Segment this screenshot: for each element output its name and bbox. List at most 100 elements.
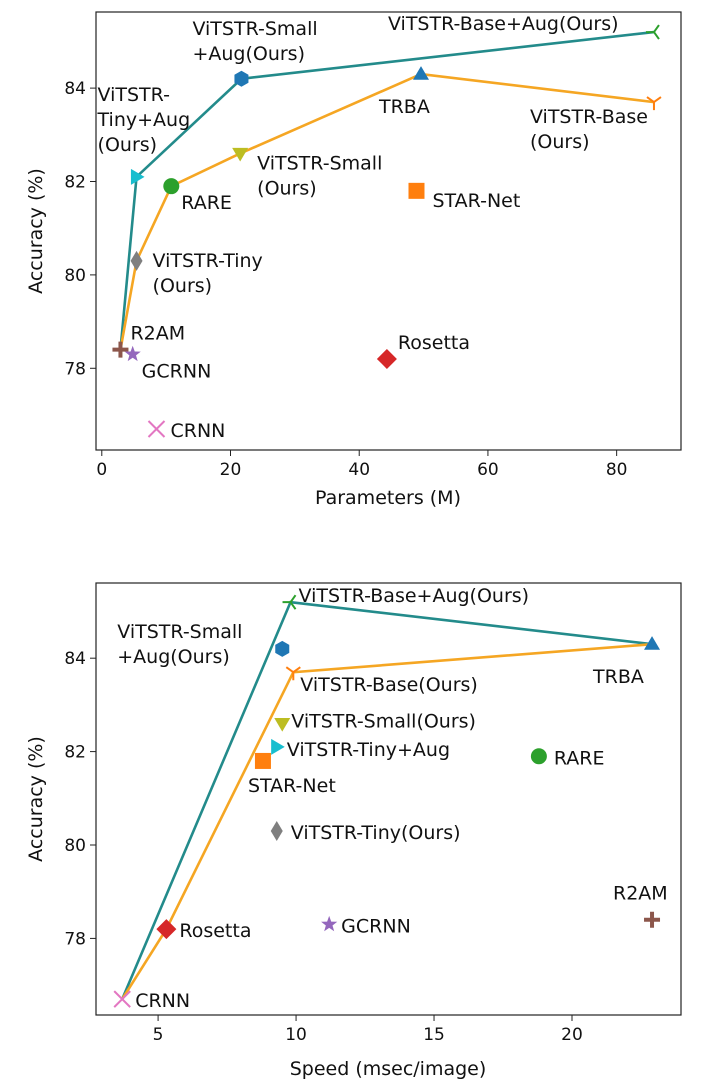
label-line: ViTSTR-Tiny(Ours) [291,822,461,844]
point-rare [163,178,180,195]
label-line: ViTSTR-Small [257,152,382,174]
label-line: (Ours) [257,177,317,199]
point-vitstr-small-aug [234,70,249,87]
x-tick-label: 60 [477,460,499,480]
label-line: ViTSTR-Tiny [153,250,263,272]
point-vitstr-base-aug [645,24,660,40]
point-r2am [644,911,661,928]
label-line: ViTSTR- [98,84,170,106]
label-vitstr-small: ViTSTR-Small(Ours) [291,711,476,733]
point-vitstr-base [285,666,301,681]
point-star-net [408,182,425,199]
pareto-line-1 [119,72,655,350]
y-tick-label: 82 [64,173,86,193]
label-line: ViTSTR-Base(Ours) [300,674,478,696]
y-tick-label: 84 [64,649,86,669]
point-gcrnn [321,915,338,932]
label-line: RARE [554,747,605,769]
label-line: R2AM [130,323,185,345]
label-line: ViTSTR-Base+Aug(Ours) [299,585,530,607]
label-rare: RARE [554,747,605,769]
point-r2am [112,341,129,358]
x-tick-label: 20 [561,1025,583,1045]
label-star-net: STAR-Net [432,190,520,212]
label-rare: RARE [181,192,232,214]
label-line: Rosetta [398,332,470,354]
x-tick-label: 40 [348,460,370,480]
point-crnn [113,990,131,1008]
point-trba [413,66,429,80]
label-gcrnn: GCRNN [341,915,411,937]
label-vitstr-small: ViTSTR-Small (Ours) [257,152,382,199]
label-line: +Aug(Ours) [192,43,305,65]
point-vitstr-small-aug [275,640,290,657]
x-tick-label: 5 [153,1025,164,1045]
label-rosetta: Rosetta [398,332,470,354]
label-line: (Ours) [98,134,158,156]
label-line: ViTSTR-Small [192,18,317,40]
point-rosetta [376,348,397,369]
label-trba: TRBA [592,666,644,688]
label-line: (Ours) [530,131,590,153]
x-tick-label: 20 [220,460,242,480]
label-r2am: R2AM [613,883,668,905]
x-tick-label: 15 [423,1025,445,1045]
plot-frame [95,11,682,451]
point-crnn [147,420,166,438]
label-trba: TRBA [378,96,430,118]
point-rare [530,748,547,765]
y-tick-label: 78 [64,359,86,379]
point-vitstr-small [232,147,249,162]
label-line: R2AM [613,883,668,905]
x-tick-label: 10 [285,1025,307,1045]
label-rosetta: Rosetta [179,920,251,942]
label-line: CRNN [170,420,225,442]
pareto-line-0 [119,30,655,350]
label-line: GCRNN [142,360,212,382]
point-trba [644,636,661,650]
label-line: GCRNN [341,915,411,937]
label-vitstr-tiny-aug: ViTSTR-Tiny+Aug [287,739,450,761]
y-tick-label: 78 [64,929,86,949]
label-line: (Ours) [153,275,213,297]
y-tick-label: 80 [64,836,86,856]
label-line: ViTSTR-Small(Ours) [291,711,476,733]
point-vitstr-tiny [270,820,283,841]
label-crnn: CRNN [135,990,190,1012]
point-vitstr-base-aug [282,594,297,610]
label-vitstr-small-aug: ViTSTR-Small +Aug(Ours) [117,621,242,668]
plot-frame [95,582,682,1016]
label-vitstr-tiny-aug: ViTSTR- Tiny+Aug (Ours) [97,84,191,156]
label-line: STAR-Net [432,190,520,212]
label-star-net: STAR-Net [248,775,336,797]
label-r2am: R2AM [130,323,185,345]
label-crnn: CRNN [170,420,225,442]
label-line: ViTSTR-Small [117,621,242,643]
label-line: +Aug(Ours) [117,646,230,668]
label-line: CRNN [135,990,190,1012]
point-gcrnn [124,345,141,362]
label-vitstr-base-aug: ViTSTR-Base+Aug(Ours) [388,13,619,35]
label-line: ViTSTR-Base [530,106,648,128]
y-tick-label: 84 [64,79,86,99]
label-gcrnn: GCRNN [142,360,212,382]
point-vitstr-base [646,96,662,111]
label-line: Rosetta [179,920,251,942]
point-vitstr-tiny-aug [271,738,285,755]
y-axis-label: Accuracy (%) [25,736,47,862]
label-vitstr-tiny: ViTSTR-Tiny(Ours) [291,822,461,844]
label-vitstr-base-aug: ViTSTR-Base+Aug(Ours) [299,585,530,607]
point-vitstr-tiny [130,250,143,271]
y-tick-label: 80 [64,266,86,286]
speed-vs-accuracy-plot: Speed (msec/image) Accuracy (%) 5 10 15 20 7… [25,582,682,1080]
point-rosetta [156,919,177,940]
x-axis-label: Parameters (M) [315,487,461,509]
label-vitstr-small-aug: ViTSTR-Small +Aug(Ours) [192,18,317,65]
y-tick-label: 82 [64,743,86,763]
label-line: ViTSTR-Base+Aug(Ours) [388,13,619,35]
params-vs-accuracy-plot: Parameters (M) Accuracy (%) 0 20 40 60 80 78 8… [25,11,682,509]
label-line: TRBA [592,666,644,688]
point-star-net [254,752,271,769]
point-vitstr-small [274,717,291,732]
